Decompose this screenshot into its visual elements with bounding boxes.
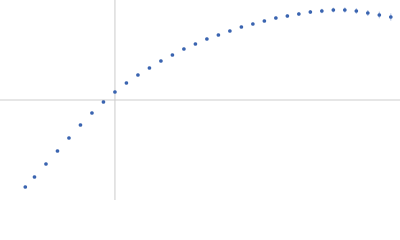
data-point [136,73,140,77]
data-point [262,19,267,23]
data-point [147,66,152,70]
page: {"chart_data": {"type": "scatter", "x": … [0,0,400,200]
data-point [78,123,83,127]
data-point [193,42,198,46]
data-point [23,185,28,189]
data-point [182,47,186,51]
data-point [90,111,94,115]
data-point [331,8,336,12]
data-point [285,14,290,18]
data-point [44,162,48,166]
data-point [101,100,106,104]
data-point [377,13,382,17]
data-point [239,25,244,29]
data-point [308,10,313,14]
chart [0,0,400,200]
data-point [124,81,129,85]
data-point [170,53,175,57]
data-point [113,90,117,94]
data-point [297,12,301,16]
data-point [216,33,221,37]
data-point [55,149,60,153]
data-point [251,22,255,26]
data-point [67,136,71,140]
data-point [32,175,37,179]
data-point [366,11,370,15]
data-point [343,8,347,12]
data-point [228,29,232,33]
data-point [274,16,278,20]
data-point [389,15,393,19]
data-point [354,9,359,13]
data-point [159,59,163,63]
data-point [320,9,324,13]
data-point [205,37,209,41]
